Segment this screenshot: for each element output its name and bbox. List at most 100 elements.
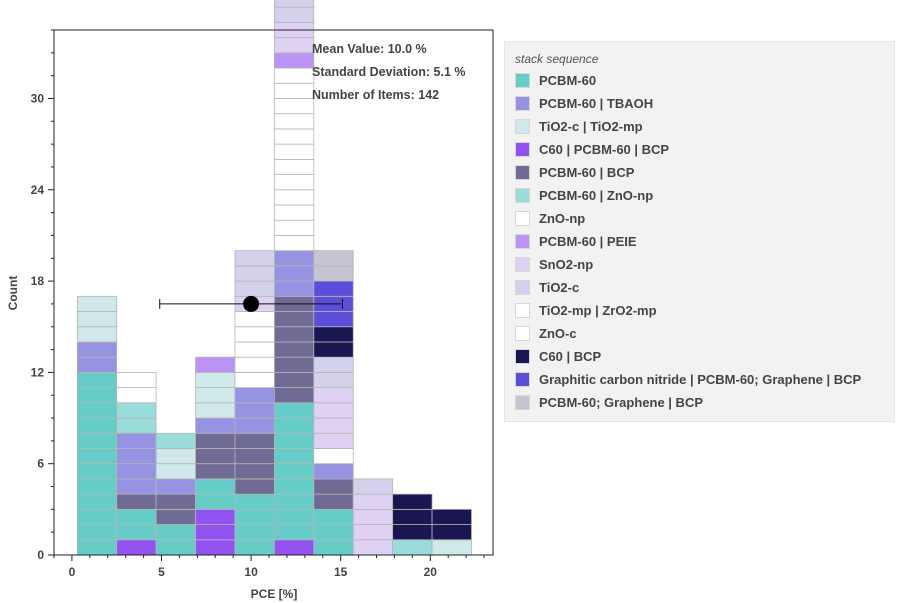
- bar-segment: [234, 356, 275, 373]
- bar-segment: [116, 432, 157, 449]
- bar-segment: [76, 356, 118, 373]
- bar-segment: [116, 478, 157, 495]
- y-tick-label: 6: [37, 457, 44, 471]
- legend-swatch: [515, 210, 530, 226]
- legend-item[interactable]: PCBM-60; Graphene | BCP: [515, 394, 703, 410]
- bar-segment: [313, 493, 354, 510]
- bar-segment: [195, 448, 236, 465]
- bar-segment: [155, 508, 196, 525]
- legend-label: Graphitic carbon nitride | PCBM-60; Grap…: [539, 371, 862, 387]
- legend-item[interactable]: PCBM-60 | ZnO-np: [515, 187, 653, 203]
- bar-segment: [273, 493, 315, 510]
- bar-segment: [76, 341, 118, 358]
- bar-segment: [313, 539, 354, 556]
- legend-label: PCBM-60; Graphene | BCP: [539, 394, 703, 410]
- legend-item[interactable]: PCBM-60 | BCP: [515, 164, 634, 180]
- legend-item[interactable]: Graphitic carbon nitride | PCBM-60; Grap…: [515, 371, 861, 387]
- bar-segment: [116, 524, 157, 541]
- legend-item[interactable]: ZnO-np: [515, 210, 585, 226]
- bar-segment: [234, 417, 275, 434]
- bar-segment: [273, 98, 315, 115]
- bar-segment: [392, 508, 433, 525]
- bar-segment: [313, 371, 354, 389]
- x-tick-label: 20: [424, 565, 438, 579]
- x-tick-label: 0: [69, 565, 76, 579]
- bar-segment: [313, 311, 354, 328]
- bar-segment: [273, 539, 315, 556]
- legend-item[interactable]: ZnO-c: [515, 325, 577, 341]
- legend-item[interactable]: TiO2-mp | ZrO2-mp: [515, 302, 657, 318]
- bar-segment: [76, 478, 118, 495]
- x-tick-label: 10: [244, 565, 258, 579]
- bar-segment: [431, 508, 472, 525]
- bar-segment: [273, 371, 315, 389]
- bar-segment: [234, 493, 275, 510]
- legend: stack sequence PCBM-60 PCBM-60 | TBAOH TiO…: [504, 41, 895, 422]
- bar-segment: [273, 341, 315, 358]
- bar-segment: [116, 493, 157, 510]
- bar-segment: [116, 463, 157, 480]
- legend-swatch: [515, 302, 530, 318]
- legend-swatch: [515, 394, 530, 410]
- legend-swatch: [515, 233, 530, 249]
- bar-segment: [273, 189, 315, 206]
- y-tick-label: 30: [31, 91, 45, 105]
- x-tick-label: 15: [334, 565, 348, 579]
- bar-segment: [313, 508, 354, 525]
- legend-swatch: [515, 256, 530, 272]
- bar-segment: [273, 463, 315, 480]
- legend-label: TiO2-c: [539, 279, 580, 295]
- bar-segment: [352, 524, 394, 541]
- bar-segment: [234, 478, 275, 495]
- legend-item[interactable]: PCBM-60 | PEIE: [515, 233, 637, 249]
- legend-item[interactable]: PCBM-60 | TBAOH: [515, 95, 653, 111]
- legend-label: PCBM-60 | BCP: [539, 164, 635, 180]
- bar-segment: [273, 219, 315, 236]
- bar-segment: [234, 265, 275, 282]
- bar-segment: [76, 402, 118, 419]
- bar-segment: [273, 387, 315, 404]
- bar-segment: [273, 280, 315, 297]
- y-tick-label: 18: [31, 274, 45, 288]
- bar-segment: [313, 432, 354, 449]
- bar-segment: [273, 402, 315, 419]
- legend-label: C60 | BCP: [539, 348, 602, 364]
- bar-segment: [352, 478, 394, 495]
- bar-segment: [273, 6, 315, 23]
- bar-segment: [195, 402, 236, 419]
- bar-segment: [116, 387, 157, 404]
- bar-segment: [392, 524, 433, 541]
- bar-segment: [313, 463, 354, 480]
- bar-segment: [116, 417, 157, 434]
- stats-count: Number of Items: 142: [312, 88, 439, 102]
- bar-segment: [116, 448, 157, 465]
- bar-segment: [273, 52, 315, 69]
- bar-segment: [234, 508, 275, 525]
- bar-segment: [195, 432, 236, 449]
- bar-segment: [76, 508, 118, 525]
- legend-item[interactable]: C60 | PCBM-60 | BCP: [515, 141, 669, 157]
- bar-segment: [155, 524, 196, 541]
- stats-std: Standard Deviation: 5.1 %: [312, 65, 466, 79]
- bar-segment: [195, 493, 236, 510]
- bar-segment: [431, 524, 472, 541]
- bar-segment: [234, 371, 275, 389]
- bar-segment: [273, 174, 315, 191]
- legend-item[interactable]: PCBM-60: [515, 72, 596, 88]
- legend-item[interactable]: C60 | BCP: [515, 348, 601, 364]
- bar-segment: [313, 250, 354, 267]
- legend-label: PCBM-60: [539, 72, 597, 88]
- bar-segment: [234, 311, 275, 328]
- bar-segment: [195, 508, 236, 525]
- bar-segment: [234, 387, 275, 404]
- bar-segment: [195, 387, 236, 404]
- bar-segment: [273, 524, 315, 541]
- bar-segment: [313, 417, 354, 434]
- legend-item[interactable]: SnO2-np: [515, 256, 593, 272]
- bar-segment: [273, 478, 315, 495]
- legend-item[interactable]: TiO2-c | TiO2-mp: [515, 118, 643, 134]
- bar-segment: [195, 371, 236, 389]
- legend-item[interactable]: TiO2-c: [515, 279, 579, 295]
- bar-segment: [234, 524, 275, 541]
- bar-segment: [155, 478, 196, 495]
